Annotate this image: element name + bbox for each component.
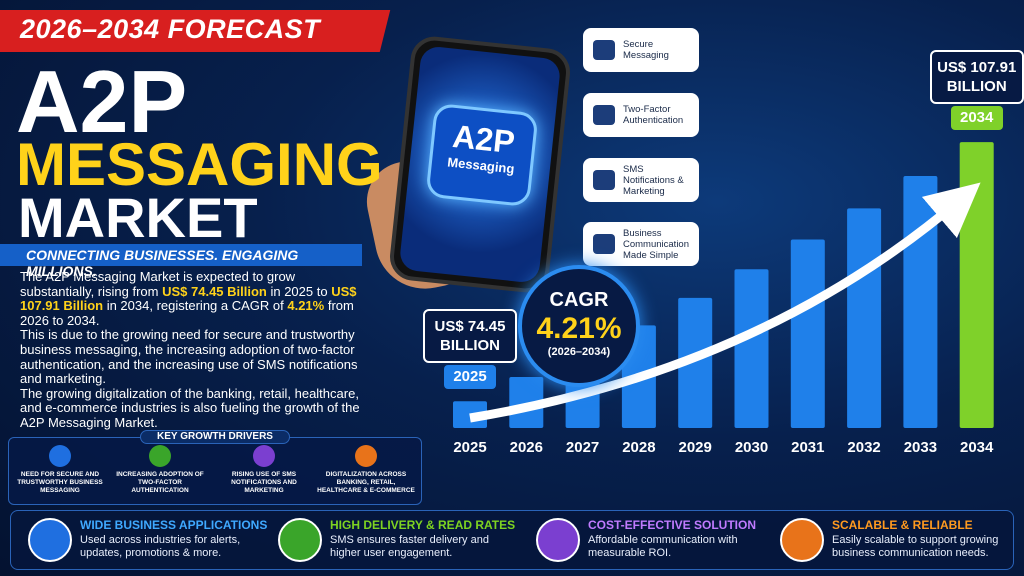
- highlight: US$ 107.91 Billion: [20, 283, 357, 314]
- icon: [49, 445, 71, 467]
- cagr-value: 4.21%: [536, 312, 622, 345]
- benefit: WIDE BUSINESS APPLICATIONS Used across in…: [18, 514, 268, 566]
- icon: [149, 445, 171, 467]
- feature-text: Business Communication Made Simple: [623, 227, 689, 261]
- feature: Secure Messaging: [583, 28, 699, 72]
- feature: SMS Notifications & Marketing: [583, 158, 699, 202]
- bars: 2025 2026 2027 2028 2029 2030 2031 2032 2033 2034: [453, 142, 994, 456]
- icon: [593, 170, 615, 190]
- icon: [593, 234, 615, 254]
- growth-arrow: [469, 182, 981, 423]
- x-tick-label: 2027: [566, 439, 599, 456]
- year-badge: 2034: [950, 106, 1003, 131]
- paragraph: The growing digitalization of the bankin…: [20, 385, 360, 430]
- icon: [253, 445, 275, 467]
- driver-text: DIGITALIZATION ACROSS BANKING, RETAIL, H…: [317, 471, 415, 494]
- x-tick-label: 2029: [679, 439, 712, 456]
- bar: [959, 142, 994, 429]
- x-tick-label: 2033: [904, 439, 937, 456]
- title: MESSAGING: [16, 131, 383, 198]
- icon: [780, 518, 824, 562]
- icon: [355, 445, 377, 467]
- benefit: SCALABLE & RELIABLE Easily scalable to su…: [770, 514, 1020, 566]
- text: The A2P Messaging Market is expected to …: [20, 269, 296, 299]
- x-tick-label: 2034: [960, 439, 994, 456]
- title: MARKET: [18, 186, 258, 249]
- year-badge: 2025: [444, 365, 496, 390]
- benefit: HIGH DELIVERY & READ RATES SMS ensures fa…: [268, 514, 518, 566]
- drivers-title: KEY GROWTH DRIVERS: [140, 430, 290, 444]
- highlight: 4.21%: [287, 298, 325, 314]
- x-tick-label: 2031: [791, 439, 824, 456]
- feature: Business Communication Made Simple: [583, 222, 699, 266]
- driver-text: RISING USE OF SMS NOTIFICATIONS AND MARK…: [231, 471, 297, 494]
- benefit-title: SCALABLE & RELIABLE: [832, 518, 973, 532]
- banner: 2026–2034 FORECAST: [20, 14, 321, 44]
- x-tick-label: 2028: [622, 439, 655, 456]
- cagr-label: CAGR: [549, 289, 609, 311]
- value-label: US$ 74.45 BILLION: [423, 309, 517, 364]
- benefit-text: Easily scalable to support growing busin…: [832, 534, 999, 559]
- x-tick-label: 2030: [735, 439, 768, 456]
- drivers-box: [8, 437, 422, 505]
- highlight: US$ 74.45 Billion: [162, 283, 267, 299]
- benefit-text: Affordable communication with measurable…: [588, 534, 738, 559]
- driver: DIGITALIZATION ACROSS BANKING, RETAIL, H…: [316, 443, 416, 503]
- benefit-text: SMS ensures faster delivery and higher u…: [330, 534, 489, 559]
- feature-text: Secure Messaging: [623, 39, 669, 61]
- icon: [28, 518, 72, 562]
- benefit-title: HIGH DELIVERY & READ RATES: [330, 518, 516, 532]
- text: from 2026 to 2034.: [20, 298, 354, 328]
- benefit-title: WIDE BUSINESS APPLICATIONS: [80, 518, 268, 532]
- icon: [593, 105, 615, 125]
- bar: [734, 269, 769, 428]
- driver: NEED FOR SECURE AND TRUSTWORTHY BUSINESS…: [10, 443, 110, 503]
- bar: [790, 239, 825, 428]
- benefit-title: COST-EFFECTIVE SOLUTION: [588, 518, 757, 532]
- bar: [847, 208, 882, 428]
- description: The A2P Messaging Market is expected to …: [20, 269, 370, 431]
- benefit-text: Used across industries for alerts, updat…: [80, 534, 241, 559]
- text: in 2034, registering a CAGR of: [103, 298, 288, 314]
- tagline: CONNECTING BUSINESSES. ENGAGING MILLIONS…: [0, 244, 362, 279]
- benefit: COST-EFFECTIVE SOLUTION Affordable commun…: [526, 514, 776, 566]
- driver: RISING USE OF SMS NOTIFICATIONS AND MARK…: [214, 443, 314, 503]
- feature: Two-Factor Authentication: [583, 93, 699, 137]
- text: in 2025 to: [266, 283, 332, 299]
- driver-text: NEED FOR SECURE AND TRUSTWORTHY BUSINESS…: [17, 471, 103, 494]
- paragraph: The A2P Messaging Market is expected to …: [20, 269, 370, 328]
- paragraph: This is due to the growing need for secu…: [20, 327, 358, 387]
- icon: [536, 518, 580, 562]
- x-tick-label: 2025: [453, 439, 486, 456]
- value-label: US$ 107.91 BILLION: [929, 50, 1024, 105]
- cagr-period: (2026–2034): [547, 346, 611, 358]
- driver-text: INCREASING ADOPTION OF TWO-FACTOR AUTHEN…: [116, 471, 204, 494]
- feature-text: Two-Factor Authentication: [623, 104, 684, 126]
- icon: [593, 40, 615, 60]
- bar: [509, 377, 544, 428]
- benefits-bar: [10, 510, 1014, 570]
- bar: [903, 175, 938, 428]
- icon: [278, 518, 322, 562]
- feature-text: SMS Notifications & Marketing: [623, 163, 684, 197]
- title: A2P: [16, 52, 188, 151]
- x-tick-label: 2026: [510, 439, 543, 456]
- bar: [678, 297, 713, 428]
- driver: INCREASING ADOPTION OF TWO-FACTOR AUTHEN…: [110, 443, 210, 503]
- cagr-badge: CAGR 4.21% (2026–2034): [518, 265, 640, 387]
- x-tick-label: 2032: [847, 439, 880, 456]
